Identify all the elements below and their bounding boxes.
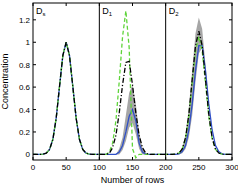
y-tick xyxy=(33,42,36,43)
region-label-sub: s xyxy=(43,11,46,17)
x-tick xyxy=(198,3,199,6)
x-tick-label: 50 xyxy=(62,163,71,172)
y-tick-label: 0.4 xyxy=(19,106,31,115)
y-tick xyxy=(229,64,232,65)
region-label: Ds xyxy=(36,6,46,17)
y-tick-label: 1.2 xyxy=(19,16,31,25)
x-tick-label: 250 xyxy=(192,163,206,172)
y-tick-label: 0 xyxy=(26,150,31,159)
y-axis-label: Concentration xyxy=(0,53,10,109)
y-tick-label: 0.6 xyxy=(19,83,31,92)
x-tick xyxy=(33,157,34,160)
y-tick xyxy=(229,19,232,20)
band xyxy=(33,18,232,155)
x-tick-label: 300 xyxy=(225,163,238,172)
y-tick-label: 1 xyxy=(26,38,31,47)
x-axis-label: Number of rows xyxy=(101,175,165,185)
y-tick xyxy=(33,131,36,132)
y-tick xyxy=(33,109,36,110)
region-label-sub: 1 xyxy=(109,11,113,17)
x-tick xyxy=(66,3,67,6)
divider xyxy=(99,3,100,160)
x-tick xyxy=(99,157,100,160)
x-tick xyxy=(33,3,34,6)
line xyxy=(33,31,232,154)
x-tick-label: 0 xyxy=(31,163,36,172)
y-tick xyxy=(229,42,232,43)
x-tick-label: 150 xyxy=(126,163,140,172)
x-tick xyxy=(66,157,67,160)
y-tick xyxy=(229,109,232,110)
region-label-sub: 2 xyxy=(175,11,179,17)
plot-bg xyxy=(33,3,232,160)
y-tick xyxy=(33,87,36,88)
y-tick xyxy=(229,87,232,88)
y-tick xyxy=(229,154,232,155)
x-tick xyxy=(165,3,166,6)
region-label: D2 xyxy=(169,6,180,17)
x-tick xyxy=(165,157,166,160)
y-tick xyxy=(33,154,36,155)
y-tick xyxy=(33,64,36,65)
x-tick xyxy=(132,3,133,6)
y-tick xyxy=(229,131,232,132)
x-tick xyxy=(198,157,199,160)
x-tick-label: 100 xyxy=(93,163,107,172)
y-tick-label: 0.8 xyxy=(19,61,31,70)
line xyxy=(33,11,232,158)
x-tick xyxy=(232,3,233,6)
x-tick xyxy=(232,157,233,160)
chart: 0 50 100 150 200 250 300 0 0.2 0.4 0.6 0.8 1 1.2 Numbe… xyxy=(0,0,238,189)
x-tick xyxy=(99,3,100,6)
y-tick-label: 0.2 xyxy=(19,128,31,137)
frame xyxy=(33,3,232,160)
region-label: D1 xyxy=(102,6,113,17)
divider xyxy=(165,3,166,160)
series-group xyxy=(33,11,232,158)
x-tick-label: 200 xyxy=(159,163,173,172)
x-tick xyxy=(132,157,133,160)
y-tick xyxy=(33,19,36,20)
